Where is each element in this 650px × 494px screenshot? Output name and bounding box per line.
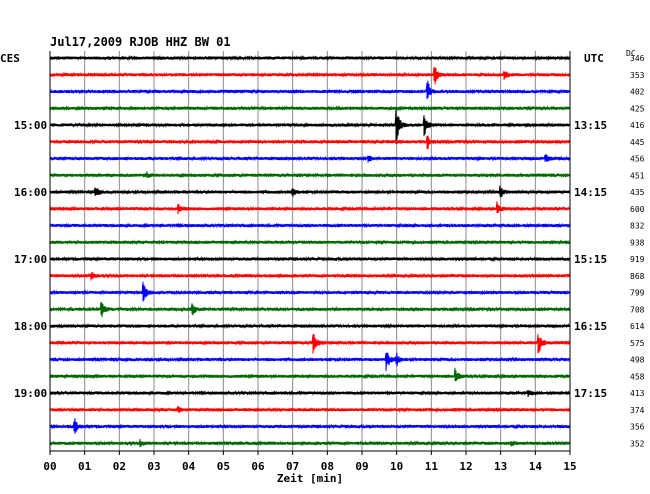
dc-offset-label: 919 xyxy=(630,255,645,264)
x-tick-label: 10 xyxy=(390,460,403,473)
seismic-trace xyxy=(49,135,571,150)
dc-offset-label: 708 xyxy=(630,305,645,314)
dc-offset-label: 938 xyxy=(630,238,645,247)
local-time-label: 17:00 xyxy=(14,253,47,266)
seismic-trace xyxy=(49,389,571,398)
x-tick-label: 07 xyxy=(286,460,299,473)
seismic-trace xyxy=(49,255,571,263)
dc-offset-label: 498 xyxy=(630,356,645,365)
x-tick-label: 14 xyxy=(529,460,543,473)
seismic-trace xyxy=(49,154,571,163)
dc-offset-label: 416 xyxy=(630,121,645,130)
seismic-trace xyxy=(49,105,571,112)
dc-offset-label: 575 xyxy=(630,339,645,348)
seismic-trace xyxy=(49,185,571,198)
x-tick-label: 02 xyxy=(113,460,126,473)
trace-group: 346 353 402 425 416 445 456 451 435 600 832 938 919 8… xyxy=(49,54,645,448)
x-tick-label: 15 xyxy=(563,460,576,473)
dc-offset-label: 435 xyxy=(630,188,645,197)
seismic-trace xyxy=(49,54,571,62)
seismic-trace xyxy=(49,367,571,382)
local-time-label: 16:00 xyxy=(14,186,47,199)
seismic-trace xyxy=(49,405,571,414)
seismic-trace xyxy=(49,322,571,330)
utc-time-label: 14:15 xyxy=(574,186,607,199)
x-tick-label: 09 xyxy=(355,460,368,473)
x-tick-label: 06 xyxy=(251,460,265,473)
local-time-label: 19:00 xyxy=(14,387,47,400)
dc-offset-label: 868 xyxy=(630,272,645,281)
local-time-label: 18:00 xyxy=(14,320,47,333)
dc-offset-label: 458 xyxy=(630,372,645,381)
dc-offset-label: 352 xyxy=(630,439,645,448)
local-time-label: 15:00 xyxy=(14,119,47,132)
dc-offset-label: 356 xyxy=(630,423,645,432)
utc-time-label: 15:15 xyxy=(574,253,607,266)
x-tick-labels: 00 01 02 03 04 05 06 07 08 09 10 11 12 13 14 15 xyxy=(43,451,577,473)
x-tick-label: 00 xyxy=(43,460,56,473)
dc-offset-label: 425 xyxy=(630,104,645,113)
seismic-trace xyxy=(49,67,571,85)
utc-time-label: 13:15 xyxy=(574,119,607,132)
dc-offset-label: 456 xyxy=(630,155,645,164)
seismic-trace xyxy=(49,239,571,246)
seismic-trace xyxy=(49,272,571,281)
seismic-trace xyxy=(49,201,571,215)
x-tick-label: 08 xyxy=(321,460,334,473)
seismic-trace xyxy=(49,352,571,372)
local-zone-label: CES xyxy=(0,52,20,65)
time-labels: 15:00 16:00 17:00 18:00 19:00 13:15 14:15 15:15… xyxy=(14,119,607,400)
x-axis-label: Zeit [min] xyxy=(277,472,343,485)
dc-offset-label: 832 xyxy=(630,222,645,231)
utc-time-label: 17:15 xyxy=(574,387,607,400)
utc-time-label: 16:15 xyxy=(574,320,607,333)
x-tick-label: 03 xyxy=(147,460,160,473)
seismic-trace xyxy=(49,109,571,144)
dc-offset-label: 413 xyxy=(630,389,645,398)
dc-offset-label: 353 xyxy=(630,71,645,80)
seismic-trace xyxy=(49,438,571,448)
seismic-trace xyxy=(49,171,571,179)
seismic-trace xyxy=(49,222,571,229)
dc-offset-label: 445 xyxy=(630,138,645,147)
dc-offset-label: 346 xyxy=(630,54,645,63)
dc-offset-label: 451 xyxy=(630,171,645,180)
chart-title: Jul17,2009 RJOB HHZ BW 01 xyxy=(50,35,231,49)
x-tick-label: 04 xyxy=(182,460,196,473)
seismic-trace xyxy=(49,80,571,100)
grid-lines xyxy=(84,51,536,451)
x-tick-label: 05 xyxy=(217,460,230,473)
seismic-trace xyxy=(49,301,571,318)
dc-offset-label: 799 xyxy=(630,289,645,298)
seismic-trace xyxy=(49,418,571,434)
seismic-trace xyxy=(49,333,571,354)
dc-offset-label: 402 xyxy=(630,88,645,97)
x-tick-label: 11 xyxy=(425,460,439,473)
x-tick-label: 01 xyxy=(78,460,92,473)
dc-offset-label: 614 xyxy=(630,322,645,331)
dc-offset-label: 600 xyxy=(630,205,645,214)
dc-offset-label: 374 xyxy=(630,406,645,415)
x-tick-label: 12 xyxy=(459,460,472,473)
seismic-trace xyxy=(49,281,571,302)
x-tick-label: 13 xyxy=(494,460,507,473)
utc-zone-label: UTC xyxy=(584,52,604,65)
dc-header: DC xyxy=(626,49,636,58)
